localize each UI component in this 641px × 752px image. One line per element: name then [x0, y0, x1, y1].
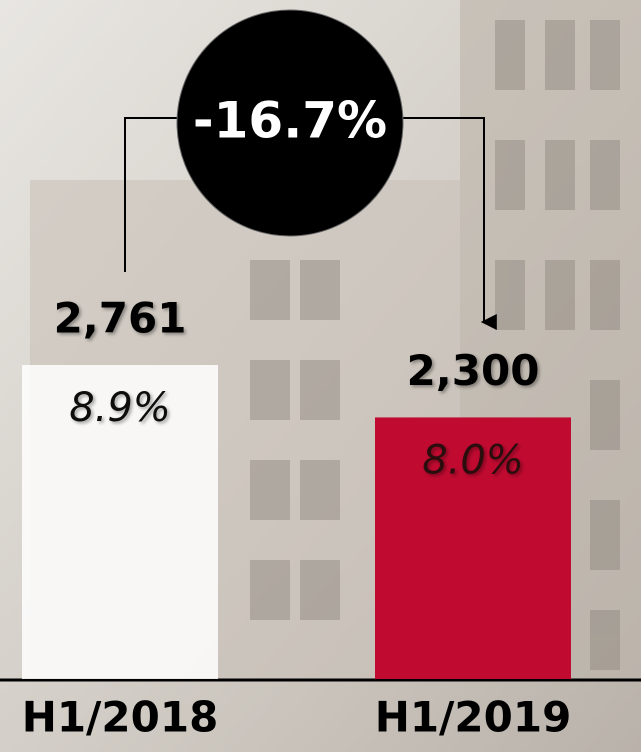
inner-label: 8.9%	[69, 385, 171, 431]
value-label: 2,300	[407, 346, 540, 395]
x-tick-label: H1/2018	[22, 693, 219, 742]
value-label: 2,761	[54, 294, 187, 343]
change-label: -16.7%	[193, 92, 387, 150]
inner-label: 8.0%	[422, 437, 524, 483]
chart: -16.7% 2,761 8.9% H1/2018 2,300 8.0% H1/2019	[0, 0, 641, 752]
x-tick-label: H1/2019	[375, 693, 572, 742]
